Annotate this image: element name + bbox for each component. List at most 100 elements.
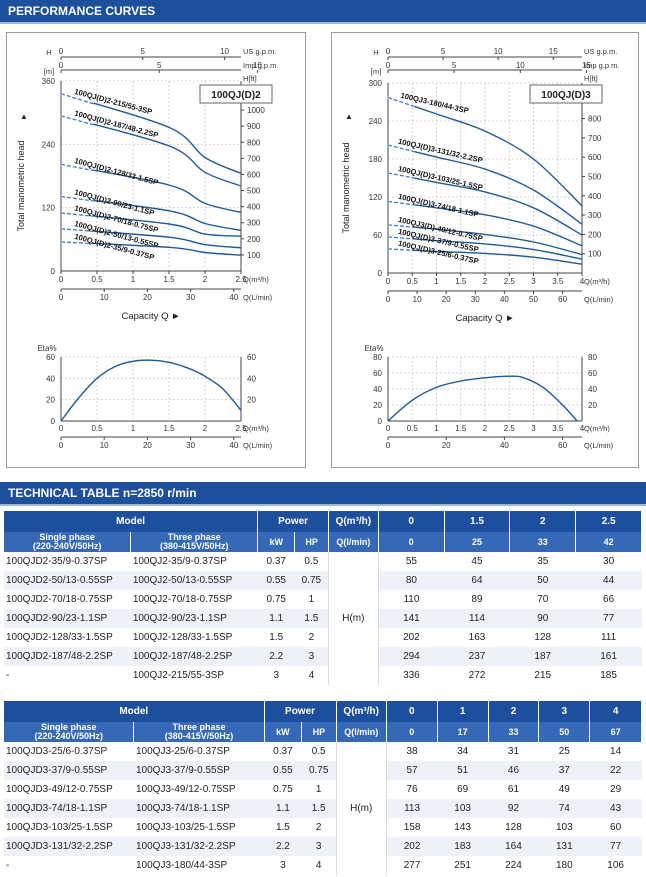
kw-cell: 0.37 [266,556,286,567]
table-row: 100QJD3-131/32-2.2SP 100QJ3-131/32-2.2SP 2… [4,837,642,856]
eta-x-tick-label: 4 [580,424,585,433]
dash-segment [387,248,415,251]
head-curve [387,200,583,247]
us-gpm-tick-label: 10 [494,47,503,56]
y-axis-title: Total manometric head [16,140,26,231]
table-row: 100QJD3-49/12-0.75SP 100QJ3-49/12-0.75SP 0… [4,780,642,799]
eta-y-tick-label: 40 [46,374,55,383]
three-phase-header: Three phase (380-415V/50Hz) [130,532,259,552]
head-value-cell: 30 [603,556,615,567]
three-phase-model: 100QJ3-74/18-1.1SP [133,799,265,818]
table-row: 100QJD3-37/9-0.55SP 100QJ3-37/9-0.55SP 0.5… [4,761,642,780]
three-phase-model: 100QJ3-103/25-1.5SP [135,822,236,833]
eta-y-unit: Eta% [364,344,383,353]
x-unit-lmin: Q(L/min) [243,293,273,302]
eta-x-tick-label: 3 [531,424,536,433]
y-tick-label: 0 [378,269,383,278]
q-lmin-header: Q(l/min) [336,722,387,742]
x-axis-title: Capacity Q ► [121,311,180,322]
kw-cell: 0.75 [266,594,286,605]
table-row: 100QJD3-103/25-1.5SP 100QJ3-103/25-1.5SP 1… [4,818,642,837]
ft-tick-label: 500 [247,187,261,196]
hp-cell: 1.5 [301,799,337,818]
l-value-cell: 17 [437,722,489,742]
eta-y-tick-label-right: 60 [588,369,597,378]
us-gpm-tick-label: 5 [141,47,146,56]
model-header: Model [4,511,259,532]
single-phase-model: 100QJD2-35/9-0.37SP [6,556,108,567]
hp-header: HP [294,532,329,552]
y-tick-label: 120 [42,204,56,213]
series-label: 100QJ(D)2-128/33-1.5SP [73,156,159,187]
dash-segment [387,224,415,228]
x2-tick-label: 10 [100,293,109,302]
x-unit-lmin: Q(L/min) [584,295,614,304]
x2-tick-label: 20 [143,293,152,302]
y-unit-h: H [373,48,378,57]
imp-gpm-tick-label: 0 [59,61,64,70]
head-value-cell: 272 [468,670,486,681]
y-tick-label: 300 [369,79,383,88]
head-value-cell: 114 [444,609,510,628]
head-value-cell: 31 [507,746,520,757]
us-gpm-label: US g.p.m. [584,47,617,56]
eta-x2-tick-label: 0 [59,441,64,450]
head-curve [387,172,583,236]
curves-panel-qj2: 0 5 10 0 5 10 US g.p.m. Imp g.p.m. 0 120 240 360 H [m… [6,32,306,468]
y-tick-label: 360 [42,77,56,86]
kw-cell: 2.2 [257,647,295,666]
head-value-cell: 46 [488,761,539,780]
imp-gpm-label: Imp g.p.m. [584,61,619,70]
table-row: 100QJD3-25/6-0.37SP 100QJ3-25/6-0.37SP 0.3… [4,742,642,875]
ft-tick-label: 100 [247,251,261,260]
ft-tick-label: 700 [247,154,261,163]
head-value-cell: 277 [403,860,421,871]
q-value-cell: 2.5 [575,511,642,532]
head-value-cell: 180 [555,860,573,871]
eta-x2-tick-label: 20 [143,441,152,450]
head-value-cell: 43 [589,799,642,818]
hp-cell: 2 [308,632,315,643]
x-tick-label: 3 [531,277,536,286]
head-value-cell: 224 [505,860,522,871]
head-value-cell: 25 [558,746,570,757]
hp-cell: 0.5 [304,556,319,567]
technical-table-qj2: Model Power Q(m³/h) 0 1.5 2 2.5 Single phase (22… [4,511,642,685]
head-curve [60,163,242,214]
q-value-cell: 2 [488,701,540,722]
x-tick-label: 0.5 [407,277,419,286]
single-phase-model: 100QJD3-37/9-0.55SP [4,761,134,780]
head-value-cell: 336 [403,670,420,681]
kw-header: kW [264,722,303,742]
hp-cell: 1 [315,784,322,795]
x-unit-m3h: Q(m³/h) [584,277,610,286]
head-value-cell: 202 [403,632,420,643]
y-tick-label: 240 [369,117,383,126]
head-value-cell: 163 [468,632,486,643]
three-phase-model: 100QJ2-35/9-0.37SP [132,556,227,567]
dash-segment [60,195,94,202]
eta-x2-tick-label: 40 [229,441,238,450]
x-unit-m3h: Q(m³/h) [243,275,269,284]
single-phase-model: - [6,670,10,681]
single-phase-model: 100QJD3-103/25-1.5SP [6,822,113,833]
eta-y-tick-label-right: 80 [588,353,597,362]
series-label: 100QJ3-180/44-3SP [400,91,470,115]
head-value-cell: 77 [575,609,642,628]
head-curve [60,212,242,237]
eta-y-tick-label-right: 40 [247,374,256,383]
hp-cell: 0.75 [294,571,329,590]
single-phase-model: - [6,860,10,871]
technical-table-header: TECHNICAL TABLE n=2850 r/min [0,482,646,506]
hp-cell: 1.5 [294,609,329,628]
head-value-cell: 51 [437,761,489,780]
y-tick-label: 180 [369,155,383,164]
eta-x-tick-label: 0.5 [91,424,103,433]
imp-gpm-tick-label: 5 [157,61,162,70]
table-row: 100QJD2-187/48-2.2SP 100QJ2-187/48-2.2SP 2… [4,647,642,666]
head-value-cell: 38 [406,746,418,757]
l-value-cell: 33 [488,722,540,742]
ft-tick-label: 200 [588,230,602,239]
